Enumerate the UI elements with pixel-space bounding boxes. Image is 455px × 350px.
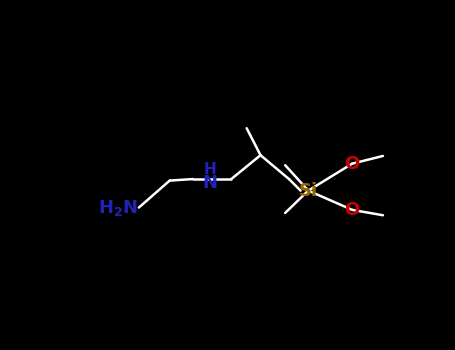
Text: Si: Si <box>298 182 318 199</box>
Text: H: H <box>203 162 216 177</box>
Text: N: N <box>202 174 217 192</box>
Text: O: O <box>344 155 360 173</box>
Text: O: O <box>344 201 360 219</box>
Text: $\mathregular{H_2N}$: $\mathregular{H_2N}$ <box>98 197 138 218</box>
